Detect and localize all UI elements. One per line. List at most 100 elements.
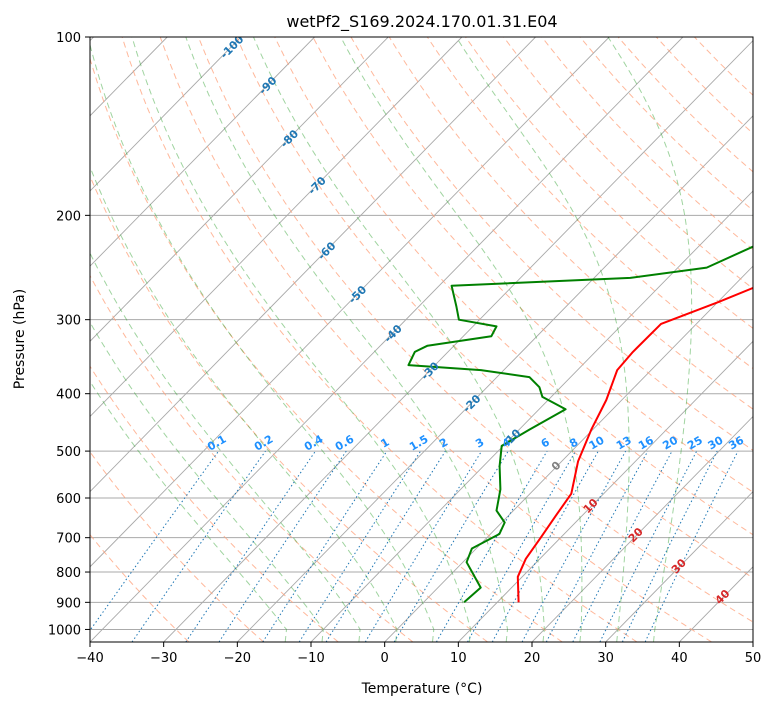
isotherm-line: [384, 265, 753, 642]
moist-adiabat: [455, 37, 630, 642]
x-tick-label: 30: [597, 651, 614, 666]
isotherm-label: -70: [306, 174, 329, 197]
dry-adiabat: [236, 37, 753, 579]
isotherm-label: 20: [626, 525, 646, 545]
mixing-ratio-line: [218, 450, 347, 642]
dry-adiabat: [90, 365, 339, 642]
mixing-ratio-line: [572, 450, 673, 642]
x-axis-label: Temperature (°C): [361, 681, 483, 697]
isotherm-label: 0: [549, 458, 564, 473]
x-tick-label: 40: [671, 651, 688, 666]
isotherm-line: [752, 641, 753, 642]
moist-adiabat: [607, 37, 693, 642]
isotherm-line: [90, 37, 242, 192]
dry-adiabat: [90, 533, 190, 642]
dry-adiabat: [694, 37, 753, 96]
isotherm-label: -50: [346, 283, 369, 306]
mixing-ratio-label: 10: [587, 433, 607, 452]
isotherm-label: -40: [382, 322, 405, 345]
isotherm-label: -60: [315, 239, 338, 262]
mixing-ratio-label: 25: [685, 434, 705, 453]
y-tick-label: 1000: [48, 623, 81, 638]
isotherm-line: [458, 340, 753, 642]
mixing-ratio-label: 2: [437, 436, 450, 451]
isotherm-label: 40: [713, 587, 733, 607]
x-tick-label: 50: [745, 651, 762, 666]
mixing-ratio-label: 1: [379, 436, 392, 451]
dry-adiabat: [197, 37, 753, 623]
x-tick-label: −30: [150, 651, 177, 666]
mixing-ratio-line: [262, 450, 388, 642]
dewpoint-profile-line: [407, 245, 753, 604]
dry-adiabat: [388, 37, 753, 410]
y-tick-label: 300: [56, 314, 81, 329]
dry-adiabat: [90, 274, 414, 642]
moist-adiabat: [90, 42, 435, 642]
isotherm-line: [90, 37, 463, 418]
mixing-ratio-label: 0.1: [205, 433, 228, 454]
dry-adiabat: [655, 37, 753, 135]
x-tick-label: 10: [450, 651, 467, 666]
mixing-ratio-line: [90, 450, 220, 632]
isotherm-line: [90, 37, 610, 568]
dry-adiabat: [426, 37, 753, 370]
isotherm-line: [310, 190, 753, 642]
y-tick-label: 100: [56, 31, 81, 46]
mixing-ratio-label: 6: [539, 435, 552, 450]
mixing-ratio-line: [185, 450, 316, 642]
mixing-ratio-line: [393, 450, 509, 642]
mixing-ratio-line: [467, 450, 577, 642]
mixing-ratio-label: 16: [636, 433, 656, 452]
moist-adiabat: [90, 321, 324, 642]
plot-area: [90, 37, 753, 642]
y-tick-label: 600: [56, 492, 81, 507]
dry-adiabat: [159, 37, 712, 642]
mixing-ratio-line: [298, 450, 422, 642]
x-tick-label: −20: [224, 651, 251, 666]
dry-adiabat: [90, 451, 264, 642]
isotherm-label: -20: [460, 392, 483, 415]
mixing-ratio-line: [491, 450, 599, 642]
isotherm-label: 10: [581, 496, 601, 516]
moist-adiabat: [253, 37, 545, 642]
isotherm-line: [237, 115, 753, 642]
isotherm-label: -30: [419, 359, 442, 382]
x-tick-label: −10: [297, 651, 324, 666]
isotherm-line: [90, 37, 389, 342]
mixing-ratio-line: [521, 450, 627, 642]
moist-adiabat: [90, 380, 288, 642]
dry-adiabat: [312, 37, 753, 493]
y-axis-label: Pressure (hPa): [12, 289, 28, 389]
y-tick-label: 700: [56, 532, 81, 547]
moist-adiabat: [340, 37, 583, 642]
isotherm-line: [90, 37, 315, 267]
y-tick-label: 900: [56, 596, 81, 611]
mixing-ratio-line: [599, 450, 698, 642]
y-tick-label: 800: [56, 566, 81, 581]
isotherm-line: [531, 415, 753, 642]
isotherm-line: [163, 39, 753, 642]
isotherm-line: [90, 37, 536, 493]
isotherm-line: [90, 37, 684, 642]
x-tick-label: 20: [524, 651, 541, 666]
isotherm-label: -90: [256, 74, 279, 97]
mixing-ratio-line: [325, 450, 446, 642]
moist-adiabat: [90, 251, 361, 642]
dry-adiabat: [121, 37, 638, 642]
mixing-ratio-line: [621, 450, 718, 642]
x-axis: −40 −30 −20 −10 0 10 20 30 40 50: [76, 642, 761, 666]
isotherm-label: -80: [278, 127, 301, 150]
x-tick-label: 0: [381, 651, 389, 666]
mixing-ratio-line: [435, 450, 548, 642]
isotherm-label: 30: [669, 556, 689, 576]
dry-adiabat: [90, 175, 488, 642]
isotherm-line: [605, 491, 753, 642]
chart-title: wetPf2_S169.2024.170.01.31.E04: [286, 12, 557, 32]
dry-adiabat: [274, 37, 753, 536]
mixing-ratio-line: [545, 450, 649, 642]
mixing-ratio-label: 30: [706, 433, 726, 452]
moist-adiabat: [90, 165, 398, 642]
mixing-ratio-label: 1.5: [407, 433, 430, 454]
mixing-ratio-label: 0.6: [333, 432, 357, 453]
